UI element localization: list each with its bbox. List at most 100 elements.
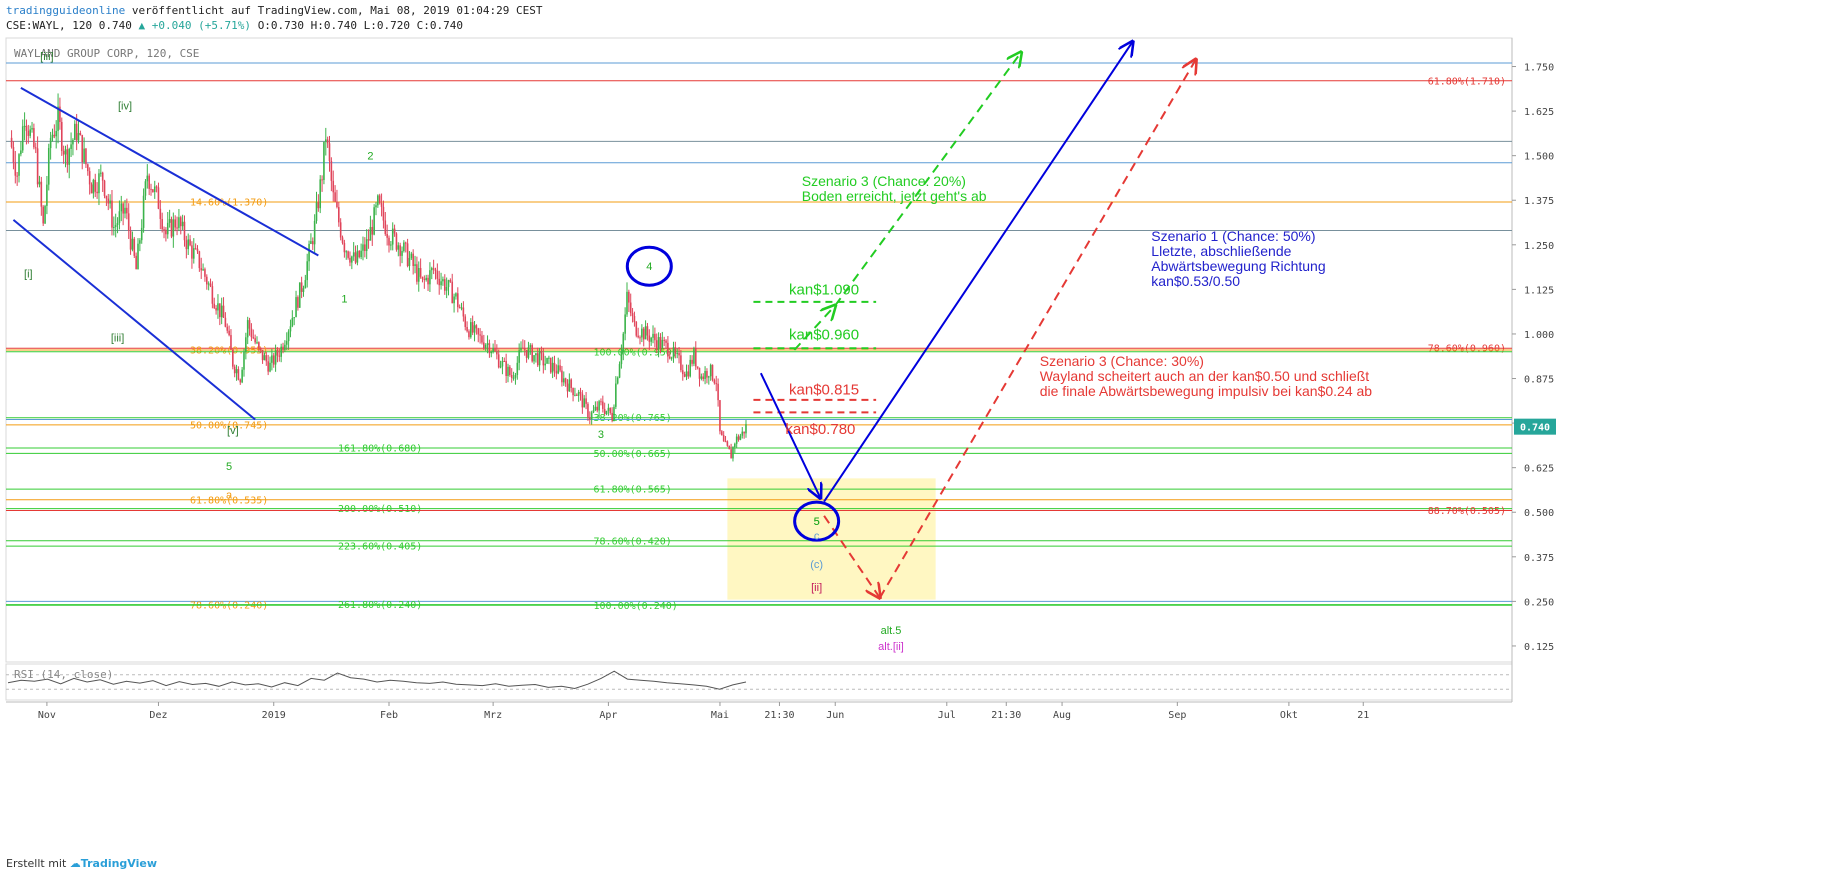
candle-body bbox=[596, 406, 599, 411]
candle-body bbox=[438, 278, 441, 286]
x-tick-label: Aug bbox=[1053, 710, 1071, 721]
candle-body bbox=[408, 257, 411, 267]
candle-body bbox=[21, 126, 24, 151]
candle-body bbox=[637, 335, 639, 338]
candle-body bbox=[427, 277, 429, 285]
candle-body bbox=[546, 357, 548, 364]
candle-body bbox=[516, 362, 519, 376]
x-tick-label: Jul bbox=[938, 710, 956, 721]
candle-body bbox=[107, 198, 110, 204]
candle-body bbox=[75, 123, 78, 141]
candle-body bbox=[27, 130, 30, 136]
candle-body bbox=[481, 335, 483, 343]
candle-body bbox=[468, 331, 470, 338]
candle-body bbox=[356, 250, 359, 263]
candle-body bbox=[105, 195, 108, 199]
candle-body bbox=[213, 303, 216, 309]
candle-body bbox=[139, 240, 141, 244]
candle-body bbox=[243, 351, 245, 370]
candle-body bbox=[393, 228, 396, 234]
candle-body bbox=[473, 325, 476, 333]
candle-body bbox=[18, 154, 20, 176]
candle-body bbox=[103, 180, 106, 196]
candle-body bbox=[114, 224, 117, 228]
candle-body bbox=[40, 181, 43, 207]
candle-body bbox=[349, 257, 351, 263]
candle-body bbox=[600, 401, 602, 403]
candle-body bbox=[321, 179, 323, 181]
candle-body bbox=[708, 376, 710, 378]
candle-body bbox=[505, 361, 507, 376]
candle-body bbox=[72, 139, 74, 145]
candle-body bbox=[384, 220, 387, 235]
candle-body bbox=[142, 195, 145, 228]
candle-body bbox=[202, 269, 204, 271]
candle-body bbox=[14, 162, 17, 176]
candle-body bbox=[401, 250, 403, 256]
candle-body bbox=[235, 369, 238, 374]
candle-body bbox=[254, 338, 256, 343]
candle-body bbox=[358, 250, 361, 258]
candle-body bbox=[308, 243, 310, 262]
candle-body bbox=[430, 268, 433, 271]
candle-body bbox=[622, 333, 625, 352]
candle-body bbox=[163, 229, 165, 231]
candle-body bbox=[315, 202, 318, 221]
candle-body bbox=[300, 282, 303, 292]
candle-body bbox=[453, 296, 455, 304]
candle-body bbox=[354, 252, 357, 263]
scenario-arrow bbox=[793, 305, 835, 351]
candle-body bbox=[479, 334, 481, 336]
candle-body bbox=[471, 322, 474, 333]
wave-label: alt.[ii] bbox=[878, 641, 904, 653]
x-tick-label: Dez bbox=[149, 710, 167, 721]
candle-body bbox=[735, 436, 738, 444]
candle-body bbox=[124, 207, 126, 214]
candle-body bbox=[226, 326, 229, 331]
wave-label: 3 bbox=[598, 429, 604, 441]
scenario-text-line: Szenario 3 (Chance: 30%) bbox=[1040, 353, 1204, 369]
candle-body bbox=[92, 179, 95, 194]
candle-body bbox=[564, 378, 567, 384]
candle-body bbox=[470, 322, 472, 338]
candle-body bbox=[150, 188, 152, 190]
candle-body bbox=[367, 239, 370, 241]
candle-body bbox=[650, 337, 652, 342]
publisher-link[interactable]: tradingguideonline bbox=[6, 4, 126, 17]
candle-body bbox=[538, 350, 541, 366]
candle-body bbox=[561, 370, 563, 383]
candle-body bbox=[166, 222, 169, 235]
candle-body bbox=[434, 269, 437, 271]
tradingview-link[interactable]: TradingView bbox=[80, 857, 158, 870]
candle-body bbox=[631, 313, 634, 316]
y-tick-label: 0.125 bbox=[1524, 642, 1554, 653]
candle-body bbox=[486, 343, 489, 345]
wave-label: c bbox=[814, 530, 820, 542]
candle-body bbox=[278, 355, 281, 357]
candle-body bbox=[698, 367, 701, 379]
level-label: 78.60%(0.420) bbox=[594, 536, 672, 547]
publish-info: veröffentlicht auf TradingView.com, Mai … bbox=[131, 4, 543, 17]
candle-body bbox=[276, 350, 279, 356]
candle-body bbox=[594, 406, 597, 411]
candle-body bbox=[263, 355, 266, 361]
y-tick-label: 1.500 bbox=[1524, 152, 1554, 163]
candle-body bbox=[179, 217, 182, 227]
candle-body bbox=[726, 441, 729, 446]
candle-body bbox=[587, 403, 589, 418]
candle-body bbox=[661, 339, 664, 348]
candle-body bbox=[373, 207, 375, 235]
candle-body bbox=[577, 391, 580, 396]
candle-body bbox=[507, 366, 509, 376]
candle-body bbox=[326, 139, 329, 144]
candle-body bbox=[442, 279, 444, 282]
candle-body bbox=[496, 351, 498, 355]
scenario-text-line: Wayland scheitert auch an der kan$0.50 u… bbox=[1040, 368, 1370, 384]
candle-body bbox=[319, 179, 322, 209]
candle-body bbox=[219, 303, 221, 318]
scenario-text-line: Abwärtsbewegung Richtung bbox=[1151, 258, 1325, 274]
candle-body bbox=[153, 186, 156, 193]
candle-body bbox=[88, 171, 91, 185]
candle-body bbox=[391, 228, 394, 245]
